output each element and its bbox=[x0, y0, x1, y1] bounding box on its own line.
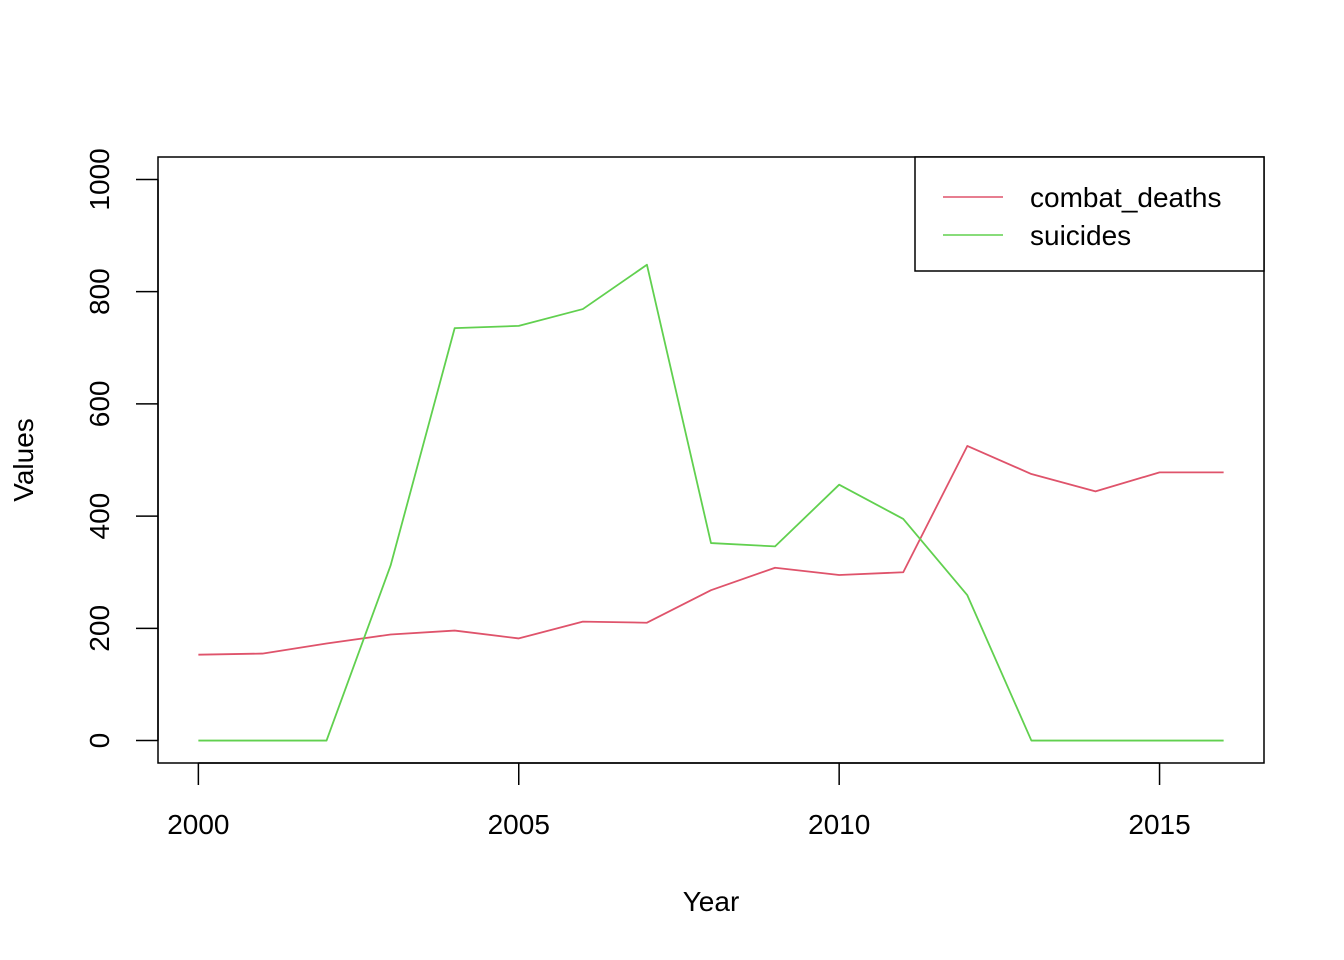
x-tick-label: 2000 bbox=[167, 809, 229, 840]
series-line-combat-deaths bbox=[198, 445, 1224, 656]
y-tick-label: 600 bbox=[84, 381, 115, 428]
y-axis: 0 200 400 600 800 1000 bbox=[84, 148, 159, 749]
series-layer bbox=[198, 263, 1224, 742]
y-tick-label: 1000 bbox=[84, 148, 115, 210]
x-axis: 2000 2005 2010 2015 bbox=[167, 762, 1191, 840]
legend-label-suicides: suicides bbox=[1030, 220, 1131, 251]
y-tick-label: 400 bbox=[84, 493, 115, 540]
y-axis-label: Values bbox=[8, 418, 39, 502]
y-tick-label: 200 bbox=[84, 605, 115, 652]
legend-box bbox=[914, 156, 1265, 272]
x-tick-label: 2005 bbox=[488, 809, 550, 840]
series-line-suicides bbox=[198, 263, 1224, 742]
y-tick-label: 800 bbox=[84, 268, 115, 315]
legend: combat_deaths suicides bbox=[914, 156, 1265, 272]
legend-label-combat-deaths: combat_deaths bbox=[1030, 182, 1221, 213]
y-tick-label: 0 bbox=[84, 733, 115, 749]
x-axis-label: Year bbox=[683, 886, 740, 917]
x-tick-label: 2015 bbox=[1128, 809, 1190, 840]
x-tick-label: 2010 bbox=[808, 809, 870, 840]
